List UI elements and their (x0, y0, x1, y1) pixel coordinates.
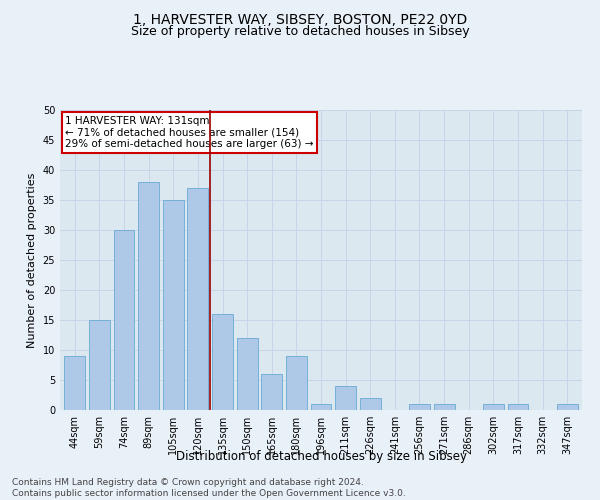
Bar (64, 356, 85, 410)
Bar (261, 374, 282, 410)
Text: Distribution of detached houses by size in Sibsey: Distribution of detached houses by size … (176, 450, 467, 463)
Y-axis label: Number of detached properties: Number of detached properties (27, 172, 37, 348)
Text: Contains HM Land Registry data © Crown copyright and database right 2024.
Contai: Contains HM Land Registry data © Crown c… (12, 478, 406, 498)
Bar (335, 386, 356, 410)
Bar (89, 320, 110, 410)
Bar (113, 230, 134, 410)
Bar (163, 200, 184, 410)
Bar (236, 338, 257, 410)
Bar (286, 356, 307, 410)
Bar (187, 188, 208, 410)
Bar (409, 404, 430, 410)
Bar (434, 404, 455, 410)
Bar (508, 404, 529, 410)
Bar (212, 314, 233, 410)
Text: 1 HARVESTER WAY: 131sqm
← 71% of detached houses are smaller (154)
29% of semi-d: 1 HARVESTER WAY: 131sqm ← 71% of detache… (65, 116, 314, 149)
Bar (138, 182, 159, 410)
Bar (311, 404, 331, 410)
Bar (557, 404, 578, 410)
Bar (360, 398, 381, 410)
Bar (483, 404, 504, 410)
Text: 1, HARVESTER WAY, SIBSEY, BOSTON, PE22 0YD: 1, HARVESTER WAY, SIBSEY, BOSTON, PE22 0… (133, 12, 467, 26)
Text: Size of property relative to detached houses in Sibsey: Size of property relative to detached ho… (131, 25, 469, 38)
